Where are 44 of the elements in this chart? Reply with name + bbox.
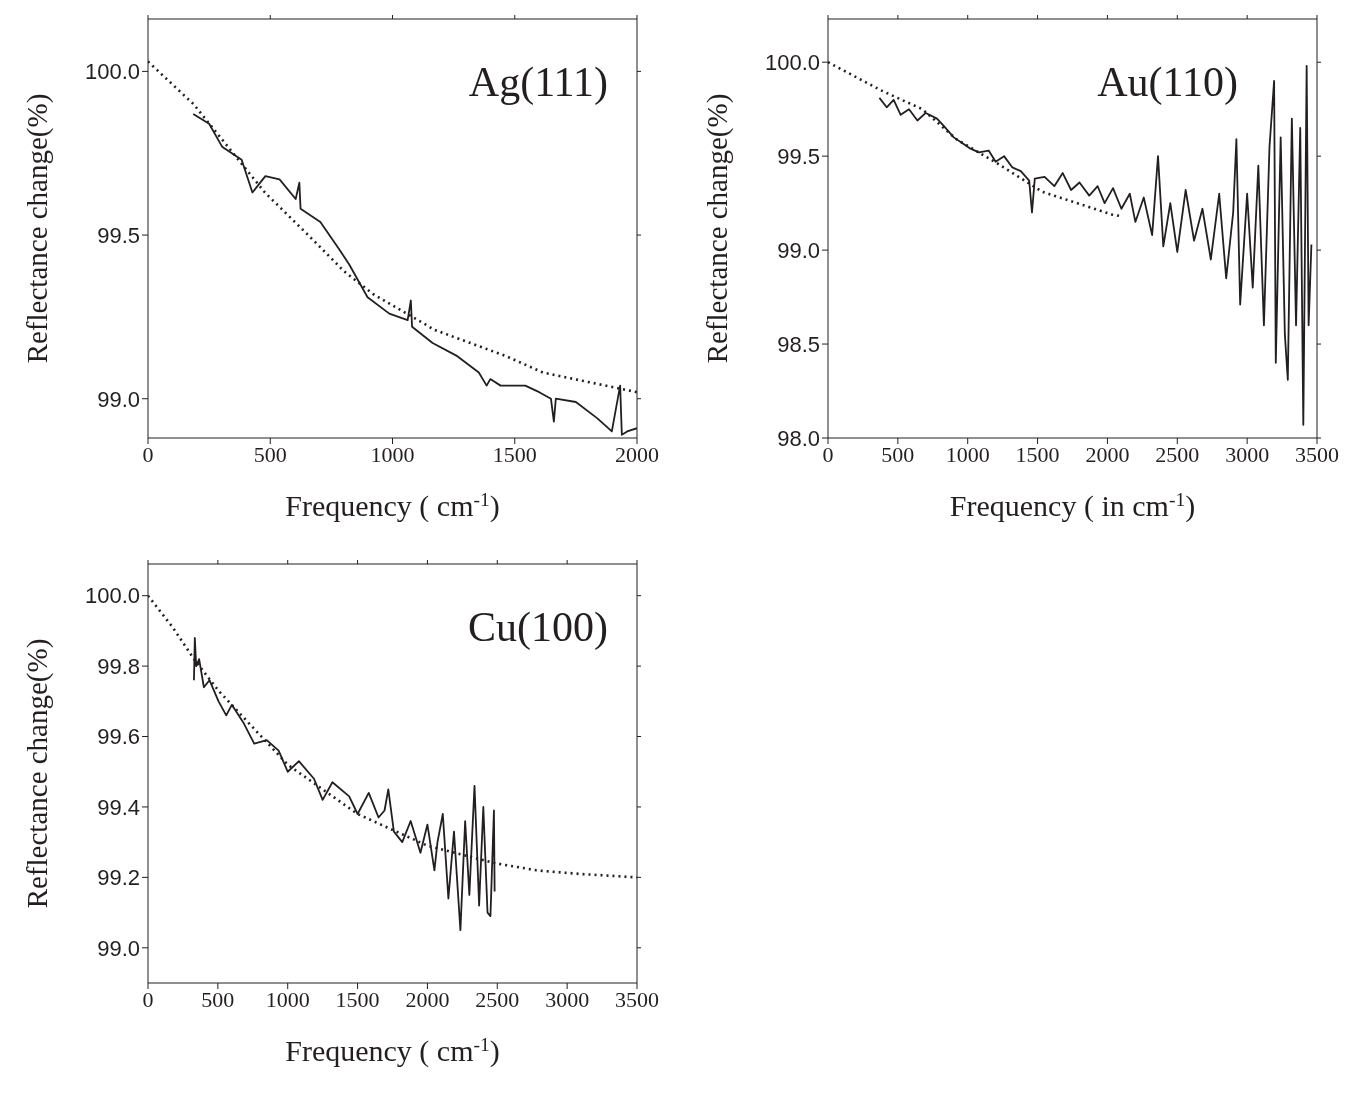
x-tick-label: 1500 xyxy=(335,986,380,1012)
y-tick-label: 100.0 xyxy=(84,59,140,85)
y-axis-title: Reflectance change(%) xyxy=(20,93,54,364)
y-tick-label: 99.6 xyxy=(97,724,140,750)
x-axis-title: Frequency ( cm$^{-1}$) xyxy=(285,1033,500,1068)
x-tick-label: 500 xyxy=(881,441,915,467)
x-tick-label: 0 xyxy=(142,441,154,467)
y-tick-label: 99.2 xyxy=(97,865,140,891)
annotation: Au(110) xyxy=(1097,58,1238,106)
x-tick-label: 3000 xyxy=(1225,441,1270,467)
y-tick-label: 99.8 xyxy=(97,653,140,679)
y-tick-label: 98.0 xyxy=(777,425,820,451)
x-tick-label: 2000 xyxy=(405,986,450,1012)
x-tick-label: 3500 xyxy=(1295,441,1339,467)
annotation: Ag(111) xyxy=(468,58,608,106)
x-axis-title: Frequency ( in cm$^{-1}$) xyxy=(949,488,1196,523)
x-tick-label: 3000 xyxy=(545,986,590,1012)
x-tick-label: 1000 xyxy=(265,986,310,1012)
x-tick-label: 0 xyxy=(142,986,154,1012)
y-tick-label: 99.0 xyxy=(97,386,140,412)
y-tick-label: 99.0 xyxy=(97,935,140,961)
y-tick-label: 100.0 xyxy=(764,50,820,76)
x-tick-label: 3500 xyxy=(615,986,659,1012)
y-tick-label: 99.4 xyxy=(97,794,140,820)
annotation: Cu(100) xyxy=(468,603,608,651)
y-tick-label: 99.5 xyxy=(97,222,140,248)
x-tick-label: 1000 xyxy=(370,441,415,467)
x-tick-label: 500 xyxy=(253,441,287,467)
x-tick-label: 1000 xyxy=(945,441,990,467)
x-tick-label: 2000 xyxy=(615,441,659,467)
x-tick-label: 1500 xyxy=(492,441,537,467)
y-tick-label: 98.5 xyxy=(777,331,820,357)
y-axis-title: Reflectance change(%) xyxy=(20,638,54,909)
y-tick-label: 100.0 xyxy=(84,583,140,609)
x-tick-label: 500 xyxy=(201,986,235,1012)
x-tick-label: 1500 xyxy=(1015,441,1060,467)
x-tick-label: 2500 xyxy=(1155,441,1200,467)
x-tick-label: 2500 xyxy=(475,986,520,1012)
y-tick-label: 99.0 xyxy=(777,237,820,263)
x-tick-label: 0 xyxy=(822,441,834,467)
y-tick-label: 99.5 xyxy=(777,143,820,169)
x-tick-label: 2000 xyxy=(1085,441,1130,467)
x-axis-title: Frequency ( cm$^{-1}$) xyxy=(285,488,500,523)
y-axis-title: Reflectance change(%) xyxy=(700,93,734,364)
